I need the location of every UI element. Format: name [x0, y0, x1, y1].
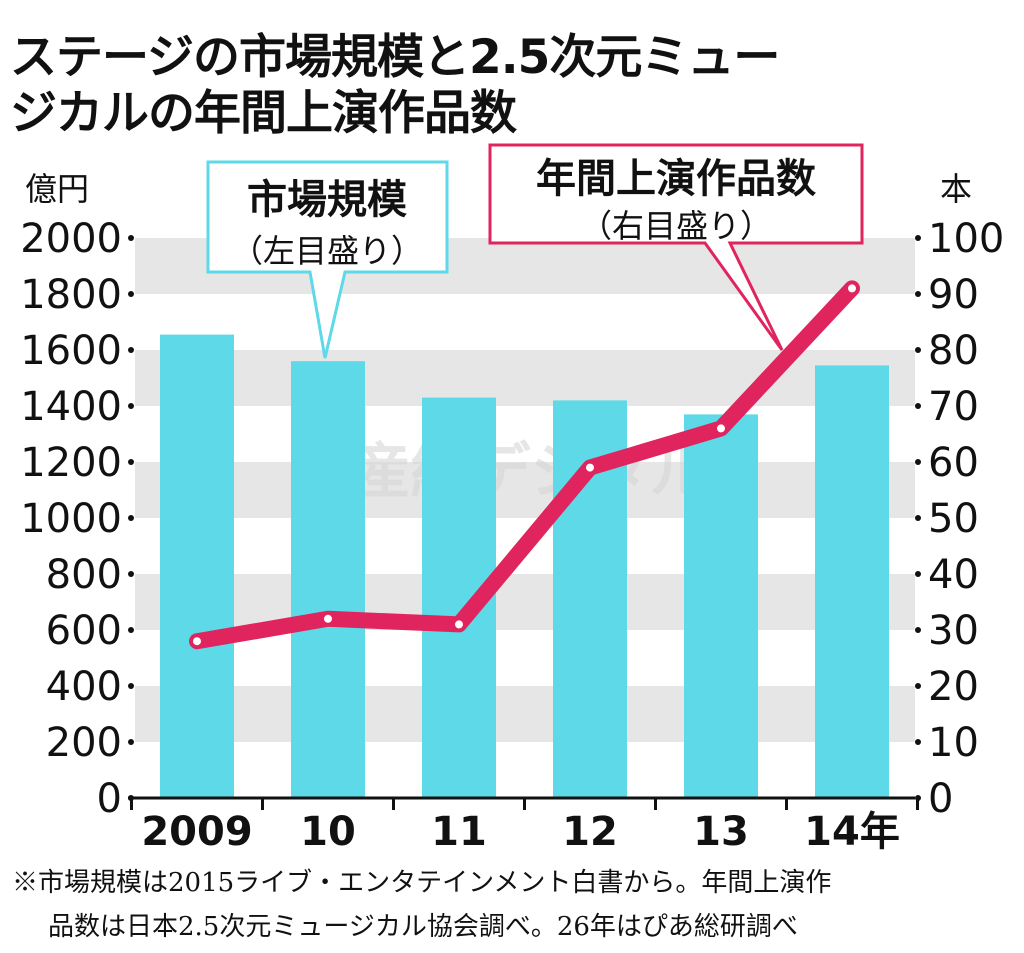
- grid-band: [135, 686, 915, 742]
- line-point-2009: [193, 637, 201, 646]
- left-tick-mark: [128, 683, 134, 689]
- right-tick-mark: [915, 515, 921, 521]
- footnote-line-1: ※市場規模は2015ライブ・エンタテインメント白書から。年間上演作: [12, 868, 832, 898]
- left-tick-mark: [128, 627, 134, 633]
- left-tick-mark: [128, 403, 134, 409]
- right-tick-mark: [915, 459, 921, 465]
- right-tick-label: 0: [928, 776, 953, 822]
- left-tick-mark: [128, 739, 134, 745]
- left-tick-mark: [128, 795, 134, 801]
- line-legend-callout: [488, 143, 864, 351]
- grid-band: [135, 574, 915, 630]
- line-point-14年: [848, 284, 856, 293]
- x-tick-label: 13: [693, 809, 749, 855]
- right-tick-mark: [915, 571, 921, 577]
- chart-title-line-2: ジカルの年間上演作品数: [10, 86, 517, 141]
- x-tick-label: 11: [431, 809, 487, 855]
- left-tick-label: 200: [46, 720, 122, 766]
- line-series: [189, 280, 860, 650]
- line-legend-label: 年間上演作品数: [536, 156, 816, 202]
- right-tick-mark: [915, 403, 921, 409]
- left-tick-label: 400: [46, 664, 122, 710]
- left-axis-unit: 億円: [25, 170, 89, 208]
- line-point-10: [324, 614, 332, 623]
- grid-band: [135, 350, 915, 406]
- x-tick-label: 2009: [141, 809, 252, 855]
- right-tick-label: 60: [928, 440, 979, 486]
- x-tick-label: 10: [300, 809, 356, 855]
- right-tick-label: 10: [928, 720, 979, 766]
- left-tick-label: 800: [46, 552, 122, 598]
- left-tick-label: 1800: [20, 272, 122, 318]
- right-tick-mark: [915, 235, 921, 241]
- line-legend-axis-note: （右目盛り）: [580, 207, 772, 245]
- right-tick-mark: [915, 683, 921, 689]
- right-tick-mark: [915, 795, 921, 801]
- x-tick-label: 12: [562, 809, 618, 855]
- left-tick-mark: [128, 235, 134, 241]
- right-tick-mark: [915, 291, 921, 297]
- right-tick-mark: [915, 627, 921, 633]
- left-tick-mark: [128, 291, 134, 297]
- bar-10: [291, 361, 365, 798]
- left-tick-label: 0: [97, 776, 122, 822]
- left-tick-label: 1400: [20, 384, 122, 430]
- left-tick-label: 1200: [20, 440, 122, 486]
- right-tick-label: 20: [928, 664, 979, 710]
- x-tick-label: 14年: [804, 809, 900, 855]
- footnote-line-2: 品数は日本2.5次元ミュージカル協会調べ。26年はぴあ総研調べ: [48, 912, 798, 942]
- bar-2009: [160, 334, 234, 798]
- bar-14年: [815, 365, 889, 798]
- bar-legend-callout: [206, 160, 449, 359]
- bar-legend-axis-note: （左目盛り）: [231, 232, 423, 270]
- left-tick-label: 2000: [20, 216, 122, 262]
- right-tick-label: 30: [928, 608, 979, 654]
- left-tick-mark: [128, 459, 134, 465]
- chart-title-line-1: ステージの市場規模と2.5次元ミュー: [10, 30, 780, 85]
- line-point-13: [717, 424, 725, 433]
- right-tick-label: 90: [928, 272, 979, 318]
- left-tick-mark: [128, 347, 134, 353]
- right-tick-label: 50: [928, 496, 979, 542]
- right-tick-label: 100: [928, 216, 1004, 262]
- right-tick-mark: [915, 347, 921, 353]
- left-tick-label: 1600: [20, 328, 122, 374]
- bar-legend-label: 市場規模: [247, 177, 407, 223]
- left-tick-mark: [128, 515, 134, 521]
- right-tick-label: 70: [928, 384, 979, 430]
- right-tick-label: 80: [928, 328, 979, 374]
- grid-band: [135, 462, 915, 518]
- bar-13: [684, 414, 758, 798]
- left-tick-label: 600: [46, 608, 122, 654]
- right-tick-label: 40: [928, 552, 979, 598]
- line-point-12: [586, 463, 594, 472]
- left-tick-label: 1000: [20, 496, 122, 542]
- line-point-11: [455, 620, 463, 629]
- right-axis-unit: 本: [940, 170, 972, 208]
- left-tick-mark: [128, 571, 134, 577]
- right-tick-mark: [915, 739, 921, 745]
